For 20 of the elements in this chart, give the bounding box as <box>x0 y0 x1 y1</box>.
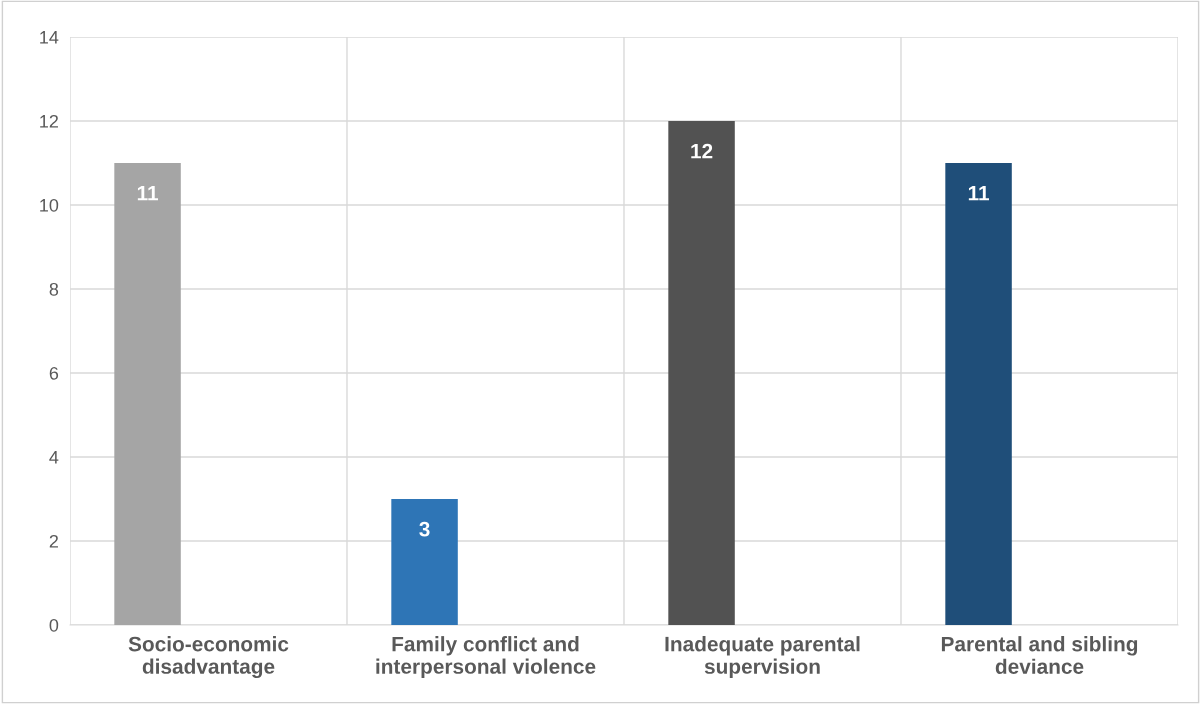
x-tick-label: Family conflict and interpersonal violence <box>376 636 596 678</box>
y-tick-label: 4 <box>49 451 59 464</box>
bar <box>114 163 181 625</box>
y-tick-label: 2 <box>49 534 58 548</box>
y-tick-label: 0 <box>49 618 59 632</box>
x-tick-label: Inadequate parental supervision <box>665 636 860 678</box>
x-tick-label: Socio-economic disadvantage <box>128 636 289 679</box>
y-tick-label: 14 <box>40 31 59 44</box>
y-tick-label: 6 <box>49 366 59 380</box>
bar <box>391 499 458 625</box>
data-label: 12 <box>691 143 713 159</box>
y-tick-label: 8 <box>49 282 59 296</box>
data-label: 11 <box>137 186 158 201</box>
bar <box>668 121 735 625</box>
bar <box>945 163 1012 625</box>
data-label: 11 <box>968 186 989 201</box>
data-label: 3 <box>419 521 430 537</box>
x-tick-label: Parental and sibling deviance <box>941 636 1138 674</box>
y-tick-label: 12 <box>40 114 58 128</box>
y-tick-label: 10 <box>40 198 59 212</box>
